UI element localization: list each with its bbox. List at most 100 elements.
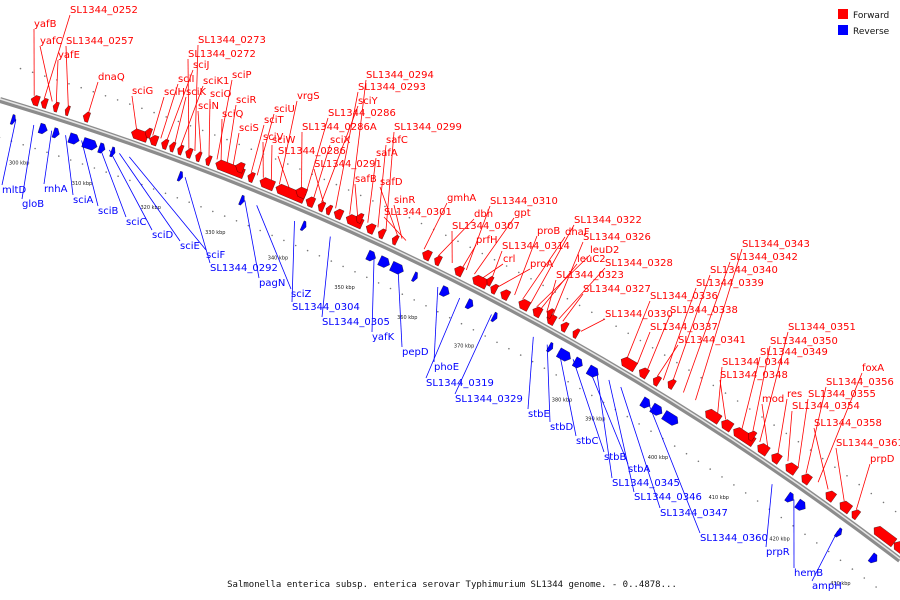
gene-label: SL1344_0329 (455, 394, 523, 405)
minor-dot (34, 147, 36, 150)
label-leader (558, 351, 577, 437)
gene-label: sciD (152, 230, 173, 241)
gene-label: sciZ (291, 289, 311, 300)
minor-dot (567, 380, 569, 383)
gene-label: SL1344_0301 (384, 207, 452, 218)
label-leader (805, 386, 827, 474)
gene-label: SL1344_0347 (660, 508, 728, 519)
label-leader (454, 314, 492, 395)
minor-dot (176, 197, 179, 199)
gene-label: sciC (126, 217, 146, 228)
kbp-tick-label: 350 kbp (334, 285, 354, 291)
gene-label: SL1344_0338 (670, 305, 738, 316)
gene-label: SL1344_0252 (70, 5, 138, 16)
label-leader (425, 297, 461, 379)
forward-gene-arrow (438, 285, 450, 297)
minor-dot (347, 189, 350, 191)
gene-label: SL1344_0327 (583, 284, 651, 295)
minor-dot (519, 354, 522, 356)
minor-dot (531, 360, 534, 363)
label-leader (367, 157, 377, 223)
reverse-gene-arrow (392, 234, 400, 246)
gene-label: res (787, 389, 802, 400)
label-leader (620, 386, 661, 509)
gene-label: SL1344_0310 (490, 196, 558, 207)
label-leader (522, 236, 566, 300)
minor-dot (401, 293, 404, 296)
minor-dot (834, 466, 836, 469)
label-leader (751, 345, 771, 437)
gene-label: sciO (210, 89, 231, 100)
label-leader (119, 153, 181, 242)
label-leader (626, 300, 651, 359)
minor-dot (152, 188, 155, 190)
label-leader (43, 130, 53, 185)
gene-label: SL1344_0337 (650, 322, 718, 333)
minor-dot (591, 311, 593, 314)
reverse-gene-arrow (356, 213, 365, 224)
label-leader (277, 155, 290, 189)
minor-dot (44, 75, 46, 77)
minor-dot (804, 533, 806, 536)
gene-label: sciV (263, 132, 283, 143)
label-leader (552, 241, 584, 316)
gene-label: gmhA (447, 193, 476, 204)
minor-dot (676, 361, 678, 364)
gene-label: ampH (812, 581, 842, 592)
gene-label: sciJ (193, 60, 209, 71)
label-leader (291, 220, 295, 303)
minor-dot (354, 271, 356, 273)
label-leader (572, 359, 605, 453)
forward-gene-arrow (67, 132, 80, 145)
minor-dot (342, 265, 344, 268)
reverse-gene-arrow (500, 289, 512, 302)
reverse-gene-arrow (317, 201, 327, 213)
forward-gene-arrow (571, 356, 583, 369)
forward-gene-arrow (464, 298, 474, 310)
minor-dot (31, 71, 34, 74)
label-leader (717, 366, 723, 415)
minor-dot (493, 258, 496, 261)
label-leader (562, 293, 584, 322)
gene-label: pagN (259, 278, 285, 289)
gene-label: sciE (180, 241, 200, 252)
label-leader (216, 79, 233, 160)
gene-label: SL1344_0343 (742, 239, 810, 250)
gene-label: SL1344_0292 (210, 263, 278, 274)
minor-dot (756, 500, 759, 502)
gene-label: yafC (40, 36, 63, 47)
minor-dot (851, 568, 854, 570)
gene-label: dnaQ (98, 72, 125, 83)
reverse-gene-arrow (82, 111, 91, 123)
minor-dot (201, 129, 204, 132)
minor-dot (663, 354, 666, 356)
gene-label: SL1344_0286 (328, 108, 396, 119)
reverse-gene-arrow (748, 430, 758, 442)
minor-dot (484, 335, 487, 337)
minor-dot (372, 200, 374, 202)
minor-dot (496, 341, 498, 344)
reverse-gene-arrow (378, 228, 387, 240)
minor-dot (287, 163, 289, 165)
gene-label: hemB (794, 568, 823, 579)
reverse-gene-arrow (205, 155, 213, 167)
gene-label: stbE (528, 409, 550, 420)
label-leader (166, 69, 194, 141)
label-leader (813, 427, 829, 490)
minor-dot (330, 260, 333, 262)
label-leader (256, 113, 275, 176)
reverse-gene-arrow (785, 462, 799, 476)
minor-dot (92, 90, 95, 93)
reverse-gene-arrow (149, 135, 160, 147)
minor-dot (673, 445, 676, 447)
minor-dot (129, 103, 131, 105)
gene-label: sciA (73, 195, 93, 206)
minor-dot (709, 468, 711, 470)
label-leader-lines (1, 14, 871, 582)
minor-dot (271, 234, 273, 237)
minor-dot (425, 305, 427, 307)
gene-label: crl (503, 254, 515, 265)
minor-dot (785, 432, 788, 435)
minor-dot (839, 559, 842, 562)
